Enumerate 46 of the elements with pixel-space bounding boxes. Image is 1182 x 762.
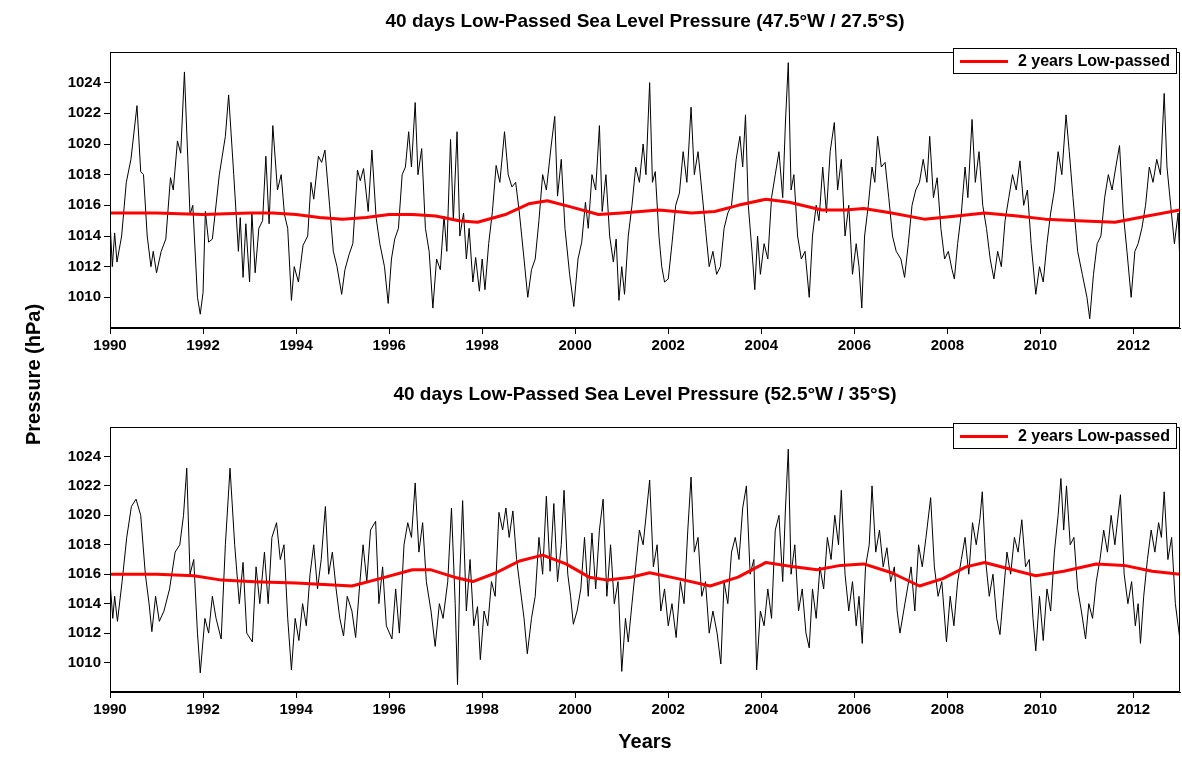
x-tick-label: 1994 (279, 336, 314, 354)
x-tick-label: 2012 (1116, 336, 1151, 354)
x-tick-label: 1992 (186, 336, 220, 354)
x-tick-label: 2006 (837, 336, 872, 354)
y-tick-label: 1018 (67, 164, 101, 182)
x-tick-label: 2004 (744, 336, 779, 354)
y-tick-label: 1022 (67, 103, 101, 121)
y-tick-label: 1016 (67, 195, 101, 213)
x-tick-label: 2002 (651, 336, 685, 354)
y-tick-label: 1012 (67, 623, 101, 641)
y-tick-label: 1018 (67, 534, 101, 552)
chart-title: 40 days Low-Passed Sea Level Pressure (52.5°W / 35°S) (392, 383, 898, 405)
x-axis-title: Years (617, 730, 673, 753)
x-tick-label: 2010 (1023, 336, 1058, 354)
x-tick-label: 2002 (651, 700, 685, 718)
chart-title: 40 days Low-Passed Sea Level Pressure (47.5°W / 27.5°S) (384, 10, 906, 32)
y-tick-label: 1012 (67, 256, 101, 274)
x-tick-label: 1998 (465, 336, 499, 354)
x-tick-label: 1990 (93, 336, 127, 354)
x-tick-label: 1992 (186, 700, 220, 718)
y-tick-label: 1014 (67, 226, 102, 244)
x-tick-label: 1994 (279, 700, 314, 718)
x-tick-label: 1996 (372, 336, 406, 354)
y-tick-label: 1022 (67, 476, 101, 494)
y-tick-label: 1010 (67, 287, 101, 305)
x-tick-label: 2000 (558, 700, 592, 718)
y-tick-label: 1014 (67, 593, 102, 611)
y-tick-label: 1010 (67, 652, 101, 670)
x-tick-label: 2012 (1116, 700, 1151, 718)
x-tick-label: 2006 (837, 700, 872, 718)
y-axis-title: Pressure (hPa) (21, 302, 45, 448)
legend-label: 2 years Low-passed (1017, 52, 1170, 70)
x-tick-label: 2008 (930, 336, 965, 354)
x-tick-label: 2008 (930, 700, 965, 718)
x-tick-label: 2010 (1023, 700, 1058, 718)
y-tick-label: 1024 (67, 446, 102, 464)
x-tick-label: 2000 (558, 336, 592, 354)
y-tick-label: 1024 (67, 72, 102, 90)
y-tick-label: 1020 (67, 134, 101, 152)
y-tick-label: 1016 (67, 564, 101, 582)
y-tick-label: 1020 (67, 505, 101, 523)
x-tick-label: 2004 (744, 700, 779, 718)
x-tick-label: 1990 (93, 700, 127, 718)
legend-label: 2 years Low-passed (1017, 427, 1170, 445)
x-tick-label: 1996 (372, 700, 406, 718)
x-tick-label: 1998 (465, 700, 499, 718)
